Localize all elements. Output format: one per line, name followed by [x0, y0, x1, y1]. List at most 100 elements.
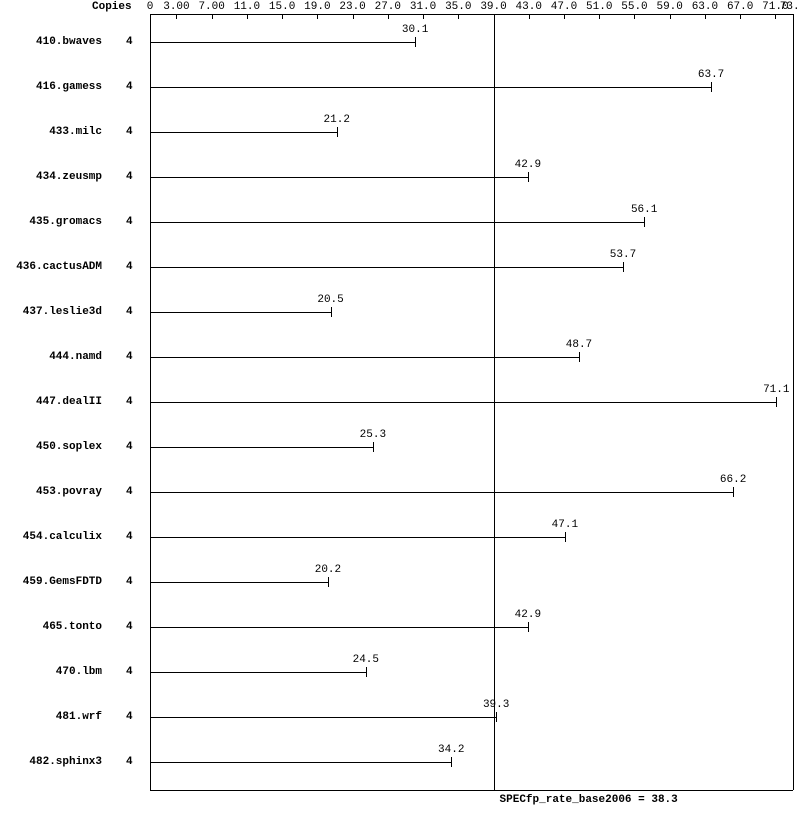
benchmark-name: 410.bwaves: [36, 36, 102, 48]
xaxis-tick: [564, 14, 565, 19]
xaxis-tick: [740, 14, 741, 19]
xaxis-tick-label: 11.0: [234, 1, 260, 13]
benchmark-value-label: 66.2: [720, 474, 746, 486]
benchmark-bar-start-tick: [150, 127, 151, 137]
benchmark-value-label: 71.1: [763, 384, 789, 396]
benchmark-value-label: 63.7: [698, 69, 724, 81]
benchmark-bar-start-tick: [150, 262, 151, 272]
axis-bottom-line: [150, 790, 793, 791]
benchmark-name: 470.lbm: [56, 666, 102, 678]
benchmark-value-label: 48.7: [566, 339, 592, 351]
benchmark-bar-start-tick: [150, 487, 151, 497]
benchmark-bar-start-tick: [150, 757, 151, 767]
benchmark-bar-end-tick: [328, 577, 329, 587]
xaxis-tick: [317, 14, 318, 19]
benchmark-bar-end-tick: [733, 487, 734, 497]
benchmark-bar: [150, 762, 451, 763]
benchmark-copies: 4: [126, 351, 133, 363]
benchmark-value-label: 20.5: [317, 294, 343, 306]
xaxis-tick: [176, 14, 177, 19]
benchmark-bar: [150, 627, 528, 628]
xaxis-tick-label: 47.0: [551, 1, 577, 13]
benchmark-value-label: 21.2: [324, 114, 350, 126]
benchmark-bar-end-tick: [337, 127, 338, 137]
xaxis-tick-label: 51.0: [586, 1, 612, 13]
benchmark-copies: 4: [126, 621, 133, 633]
xaxis-tick: [793, 14, 794, 19]
benchmark-bar-end-tick: [623, 262, 624, 272]
xaxis-tick-label: 27.0: [375, 1, 401, 13]
benchmark-bar: [150, 132, 337, 133]
benchmark-bar-end-tick: [579, 352, 580, 362]
xaxis-tick-label: 63.0: [692, 1, 718, 13]
benchmark-name: 454.calculix: [23, 531, 102, 543]
benchmark-bar-start-tick: [150, 622, 151, 632]
benchmark-value-label: 34.2: [438, 744, 464, 756]
benchmark-bar-end-tick: [776, 397, 777, 407]
xaxis-tick: [775, 14, 776, 19]
xaxis-tick-label: 39.0: [480, 1, 506, 13]
benchmark-name: 481.wrf: [56, 711, 102, 723]
benchmark-bar-end-tick: [565, 532, 566, 542]
xaxis-tick: [705, 14, 706, 19]
xaxis-tick: [423, 14, 424, 19]
benchmark-copies: 4: [126, 396, 133, 408]
benchmark-bar: [150, 222, 644, 223]
xaxis-tick-label: 23.0: [339, 1, 365, 13]
benchmark-bar: [150, 177, 528, 178]
benchmark-copies: 4: [126, 36, 133, 48]
benchmark-copies: 4: [126, 261, 133, 273]
xaxis-tick: [670, 14, 671, 19]
xaxis-tick: [458, 14, 459, 19]
benchmark-name: 465.tonto: [43, 621, 102, 633]
benchmark-bar-end-tick: [528, 622, 529, 632]
benchmark-value-label: 24.5: [353, 654, 379, 666]
xaxis-tick: [212, 14, 213, 19]
benchmark-name: 482.sphinx3: [29, 756, 102, 768]
benchmark-bar-start-tick: [150, 352, 151, 362]
xaxis-tick-label: 67.0: [727, 1, 753, 13]
benchmark-bar-start-tick: [150, 712, 151, 722]
benchmark-name: 416.gamess: [36, 81, 102, 93]
benchmark-value-label: 25.3: [360, 429, 386, 441]
benchmark-value-label: 42.9: [515, 159, 541, 171]
benchmark-copies: 4: [126, 486, 133, 498]
xaxis-tick: [353, 14, 354, 19]
axis-right-line: [793, 14, 794, 790]
benchmark-bar: [150, 87, 711, 88]
benchmark-copies: 4: [126, 756, 133, 768]
benchmark-copies: 4: [126, 711, 133, 723]
benchmark-value-label: 30.1: [402, 24, 428, 36]
spec-benchmark-chart: Copies03.007.0011.015.019.023.027.031.03…: [0, 0, 799, 831]
benchmark-bar-end-tick: [415, 37, 416, 47]
benchmark-bar-start-tick: [150, 82, 151, 92]
benchmark-copies: 4: [126, 441, 133, 453]
benchmark-copies: 4: [126, 576, 133, 588]
benchmark-name: 434.zeusmp: [36, 171, 102, 183]
benchmark-value-label: 42.9: [515, 609, 541, 621]
benchmark-bar-start-tick: [150, 532, 151, 542]
benchmark-value-label: 39.3: [483, 699, 509, 711]
xaxis-tick-label: 35.0: [445, 1, 471, 13]
benchmark-bar: [150, 582, 328, 583]
xaxis-tick-label: 59.0: [656, 1, 682, 13]
benchmark-bar-start-tick: [150, 577, 151, 587]
benchmark-bar-end-tick: [528, 172, 529, 182]
xaxis-tick: [247, 14, 248, 19]
xaxis-tick: [529, 14, 530, 19]
benchmark-name: 436.cactusADM: [16, 261, 102, 273]
benchmark-copies: 4: [126, 666, 133, 678]
benchmark-name: 459.GemsFDTD: [23, 576, 102, 588]
benchmark-name: 437.leslie3d: [23, 306, 102, 318]
benchmark-bar-start-tick: [150, 307, 151, 317]
copies-header: Copies: [92, 1, 132, 13]
benchmark-name: 444.namd: [49, 351, 102, 363]
benchmark-bar-end-tick: [451, 757, 452, 767]
benchmark-bar: [150, 42, 415, 43]
benchmark-copies: 4: [126, 306, 133, 318]
benchmark-bar-start-tick: [150, 442, 151, 452]
xaxis-tick: [634, 14, 635, 19]
benchmark-name: 453.povray: [36, 486, 102, 498]
xaxis-tick-label: 43.0: [516, 1, 542, 13]
benchmark-bar-end-tick: [366, 667, 367, 677]
